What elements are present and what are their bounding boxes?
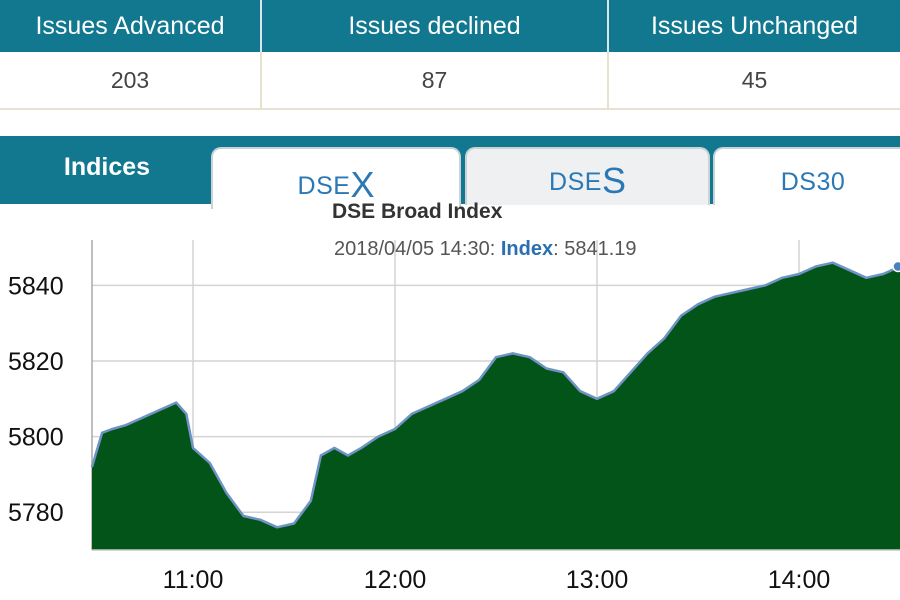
- y-tick-label: 5820: [8, 348, 64, 376]
- issues-unchanged-value: 45: [741, 66, 768, 93]
- x-tick-label: 14:00: [768, 566, 831, 594]
- data-point: [680, 314, 683, 317]
- issues-declined-value: 87: [262, 52, 609, 108]
- tooltip-separator: :: [553, 238, 559, 260]
- data-point: [90, 465, 94, 468]
- data-point: [141, 416, 144, 419]
- data-point: [242, 514, 245, 518]
- data-point: [579, 390, 582, 393]
- data-point: [292, 522, 296, 525]
- data-point: [713, 295, 716, 298]
- data-point: [612, 390, 615, 393]
- tab-dsex[interactable]: DSE X: [211, 147, 461, 209]
- data-point: [100, 431, 104, 434]
- data-point: [208, 461, 211, 465]
- area-fill: [92, 262, 900, 550]
- data-point: [831, 261, 834, 264]
- data-point: [528, 356, 531, 359]
- tab-dses[interactable]: DSE S: [465, 147, 710, 205]
- data-point: [562, 371, 565, 374]
- series-line: [90, 261, 900, 529]
- tab-dsex-prefix: DSE: [297, 172, 351, 200]
- data-point: [185, 412, 188, 416]
- data-point: [730, 291, 733, 295]
- data-point: [461, 390, 464, 393]
- tab-dses-suffix: S: [601, 160, 626, 201]
- data-point: [494, 356, 498, 359]
- x-tick-label: 11:00: [163, 566, 224, 594]
- data-point: [111, 427, 114, 431]
- index-chart[interactable]: 5780 5800 5820 5840 11:00 12:00 13:00 14:00: [0, 200, 900, 600]
- tab-dses-prefix: DSE: [549, 168, 602, 196]
- data-point: [191, 446, 195, 450]
- data-point: [225, 492, 228, 495]
- stats-value-row: 203 87 45: [0, 52, 900, 110]
- hover-marker: [892, 260, 900, 273]
- data-point: [882, 272, 885, 276]
- data-point: [511, 352, 514, 355]
- indices-label: Indices: [63, 152, 151, 181]
- issues-declined-header: Issues declined: [262, 0, 609, 52]
- data-point: [175, 401, 178, 404]
- data-point: [276, 526, 279, 529]
- data-point: [319, 454, 323, 457]
- issues-advanced-value: 203: [0, 52, 262, 108]
- data-point: [393, 427, 397, 431]
- y-tick-label: 5800: [8, 424, 64, 452]
- data-point: [814, 265, 817, 268]
- x-tick-label: 13:00: [566, 566, 629, 594]
- data-point: [781, 276, 784, 279]
- data-point: [545, 367, 548, 370]
- data-point: [646, 352, 649, 355]
- tab-ds30[interactable]: DS30: [713, 147, 900, 205]
- stats-header-row: Issues Advanced Issues declined Issues U…: [0, 0, 900, 52]
- chart-title: DSE Broad Index: [332, 200, 503, 223]
- data-point: [764, 284, 767, 287]
- tab-ds30-label: DS30: [780, 168, 846, 196]
- data-point: [158, 408, 161, 412]
- data-point: [663, 337, 666, 340]
- chart-tooltip: 2018/04/05 14:30: Index: 5841.19: [334, 238, 637, 261]
- data-point: [124, 424, 127, 427]
- data-point: [427, 405, 430, 408]
- data-point: [747, 287, 750, 291]
- data-point: [797, 272, 801, 276]
- data-point: [346, 454, 350, 457]
- tooltip-series-label: Index: [500, 238, 554, 260]
- issues-unchanged-header: Issues Unchanged: [650, 11, 859, 40]
- market-stats-table: Issues Advanced Issues declined Issues U…: [0, 0, 900, 110]
- data-point: [360, 446, 363, 450]
- tooltip-value: 5841.19: [564, 238, 637, 260]
- data-point: [595, 397, 599, 400]
- data-point: [309, 499, 312, 503]
- data-point: [444, 397, 447, 400]
- data-point: [410, 412, 413, 416]
- tab-dsex-suffix: X: [350, 164, 375, 205]
- data-point: [377, 435, 380, 438]
- data-point: [865, 276, 868, 279]
- tooltip-timestamp: 2018/04/05 14:30:: [334, 238, 496, 260]
- data-point: [478, 378, 481, 382]
- issues-advanced-header: Issues Advanced: [0, 0, 262, 52]
- y-tick-label: 5780: [8, 499, 64, 527]
- data-point: [629, 371, 632, 374]
- data-point: [848, 269, 851, 272]
- data-point: [333, 446, 336, 450]
- data-point: [259, 518, 262, 521]
- data-point: [696, 303, 700, 306]
- y-tick-label: 5840: [8, 272, 64, 300]
- x-tick-label: 12:00: [364, 566, 427, 594]
